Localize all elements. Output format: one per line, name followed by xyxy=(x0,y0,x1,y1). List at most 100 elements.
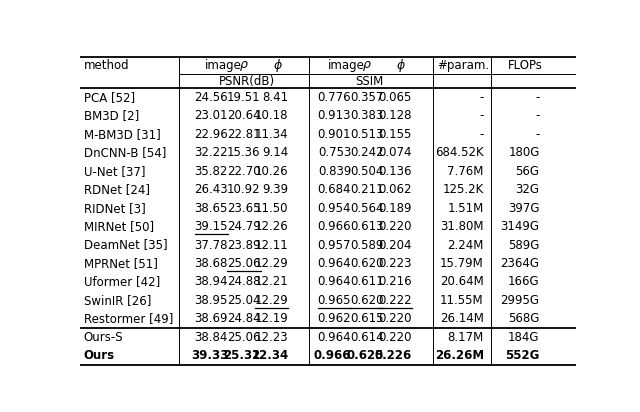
Text: 2995G: 2995G xyxy=(500,294,540,307)
Text: method: method xyxy=(84,59,129,72)
Text: 0.615: 0.615 xyxy=(350,312,384,325)
Text: 22.96: 22.96 xyxy=(195,128,228,140)
Text: 26.26M: 26.26M xyxy=(435,349,484,363)
Text: 0.128: 0.128 xyxy=(378,109,412,122)
Text: 0.242: 0.242 xyxy=(350,146,384,159)
Text: -: - xyxy=(479,128,484,140)
Text: 0.966: 0.966 xyxy=(314,349,351,363)
Text: 39.15: 39.15 xyxy=(195,220,228,233)
Text: 0.226: 0.226 xyxy=(374,349,412,363)
Text: 0.625: 0.625 xyxy=(346,349,384,363)
Text: 0.211: 0.211 xyxy=(350,183,384,196)
Text: $\rho$: $\rho$ xyxy=(239,59,248,73)
Text: image: image xyxy=(328,59,365,72)
Text: 25.06: 25.06 xyxy=(227,331,260,344)
Text: 0.954: 0.954 xyxy=(317,201,351,215)
Text: 0.913: 0.913 xyxy=(317,109,351,122)
Text: 31.80M: 31.80M xyxy=(440,220,484,233)
Text: 0.964: 0.964 xyxy=(317,276,351,288)
Text: 3149G: 3149G xyxy=(500,220,540,233)
Text: 0.614: 0.614 xyxy=(350,331,384,344)
Text: 12.11: 12.11 xyxy=(255,239,289,251)
Text: 19.51: 19.51 xyxy=(227,91,260,104)
Text: 12.29: 12.29 xyxy=(255,257,289,270)
Text: 0.620: 0.620 xyxy=(350,257,384,270)
Text: Restormer [49]: Restormer [49] xyxy=(84,312,173,325)
Text: DeamNet [35]: DeamNet [35] xyxy=(84,239,168,251)
Text: Ours: Ours xyxy=(84,349,115,363)
Text: 0.383: 0.383 xyxy=(351,109,384,122)
Text: 10.26: 10.26 xyxy=(255,165,289,178)
Text: $\phi$: $\phi$ xyxy=(396,57,406,74)
Text: 0.753: 0.753 xyxy=(318,146,351,159)
Text: 589G: 589G xyxy=(508,239,540,251)
Text: 32G: 32G xyxy=(516,183,540,196)
Text: 0.504: 0.504 xyxy=(351,165,384,178)
Text: SwinIR [26]: SwinIR [26] xyxy=(84,294,151,307)
Text: 684.52K: 684.52K xyxy=(435,146,484,159)
Text: 24.79: 24.79 xyxy=(227,220,260,233)
Text: 23.01: 23.01 xyxy=(195,109,228,122)
Text: 0.957: 0.957 xyxy=(317,239,351,251)
Text: 20.64M: 20.64M xyxy=(440,276,484,288)
Text: 26.43: 26.43 xyxy=(195,183,228,196)
Text: 1.51M: 1.51M xyxy=(447,201,484,215)
Text: 25.06: 25.06 xyxy=(227,257,260,270)
Text: 11.55M: 11.55M xyxy=(440,294,484,307)
Text: Uformer [42]: Uformer [42] xyxy=(84,276,160,288)
Text: 0.189: 0.189 xyxy=(378,201,412,215)
Text: 0.062: 0.062 xyxy=(378,183,412,196)
Text: 0.065: 0.065 xyxy=(378,91,412,104)
Text: 38.84: 38.84 xyxy=(195,331,228,344)
Text: -: - xyxy=(479,109,484,122)
Text: -: - xyxy=(535,109,540,122)
Text: 0.839: 0.839 xyxy=(318,165,351,178)
Text: 12.21: 12.21 xyxy=(255,276,289,288)
Text: 24.84: 24.84 xyxy=(227,312,260,325)
Text: MIRNet [50]: MIRNet [50] xyxy=(84,220,154,233)
Text: 10.92: 10.92 xyxy=(227,183,260,196)
Text: 9.39: 9.39 xyxy=(262,183,289,196)
Text: 7.76M: 7.76M xyxy=(447,165,484,178)
Text: 0.965: 0.965 xyxy=(317,294,351,307)
Text: 15.79M: 15.79M xyxy=(440,257,484,270)
Text: 0.611: 0.611 xyxy=(350,276,384,288)
Text: U-Net [37]: U-Net [37] xyxy=(84,165,145,178)
Text: 35.82: 35.82 xyxy=(195,165,228,178)
Text: 24.56: 24.56 xyxy=(195,91,228,104)
Text: 0.216: 0.216 xyxy=(378,276,412,288)
Text: 37.78: 37.78 xyxy=(195,239,228,251)
Text: DnCNN-B [54]: DnCNN-B [54] xyxy=(84,146,166,159)
Text: 25.04: 25.04 xyxy=(227,294,260,307)
Text: $\phi$: $\phi$ xyxy=(273,57,282,74)
Text: 0.220: 0.220 xyxy=(378,331,412,344)
Text: 11.34: 11.34 xyxy=(255,128,289,140)
Text: 38.94: 38.94 xyxy=(195,276,228,288)
Text: 0.074: 0.074 xyxy=(378,146,412,159)
Text: 23.65: 23.65 xyxy=(227,201,260,215)
Text: 38.69: 38.69 xyxy=(195,312,228,325)
Text: 0.155: 0.155 xyxy=(378,128,412,140)
Text: 568G: 568G xyxy=(508,312,540,325)
Text: 397G: 397G xyxy=(508,201,540,215)
Text: 0.776: 0.776 xyxy=(317,91,351,104)
Text: MPRNet [51]: MPRNet [51] xyxy=(84,257,157,270)
Text: 12.34: 12.34 xyxy=(252,349,289,363)
Text: 25.32: 25.32 xyxy=(223,349,260,363)
Text: 180G: 180G xyxy=(508,146,540,159)
Text: 166G: 166G xyxy=(508,276,540,288)
Text: 0.220: 0.220 xyxy=(378,312,412,325)
Text: 8.41: 8.41 xyxy=(262,91,289,104)
Text: RIDNet [3]: RIDNet [3] xyxy=(84,201,146,215)
Text: 0.222: 0.222 xyxy=(378,294,412,307)
Text: 22.70: 22.70 xyxy=(227,165,260,178)
Text: 12.19: 12.19 xyxy=(255,312,289,325)
Text: BM3D [2]: BM3D [2] xyxy=(84,109,139,122)
Text: 9.14: 9.14 xyxy=(262,146,289,159)
Text: SSIM: SSIM xyxy=(356,75,384,87)
Text: 12.29: 12.29 xyxy=(255,294,289,307)
Text: 0.136: 0.136 xyxy=(378,165,412,178)
Text: 24.88: 24.88 xyxy=(227,276,260,288)
Text: 0.513: 0.513 xyxy=(351,128,384,140)
Text: 0.204: 0.204 xyxy=(378,239,412,251)
